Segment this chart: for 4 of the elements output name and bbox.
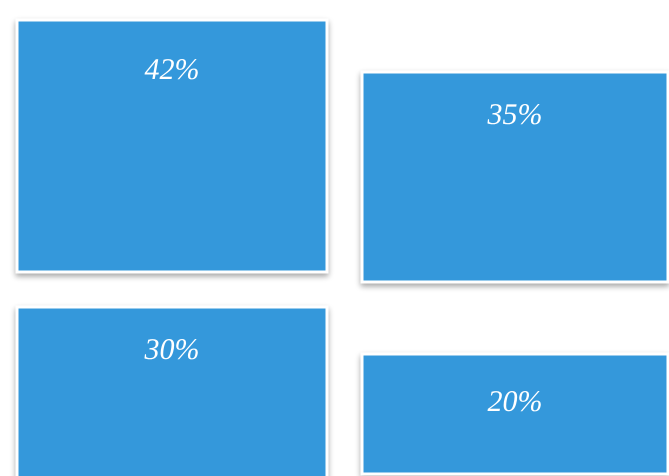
data-label: 42% bbox=[144, 52, 200, 86]
data-label: 35% bbox=[486, 98, 542, 131]
data-label: 30% bbox=[144, 332, 200, 366]
data-label: 20% bbox=[488, 384, 542, 418]
